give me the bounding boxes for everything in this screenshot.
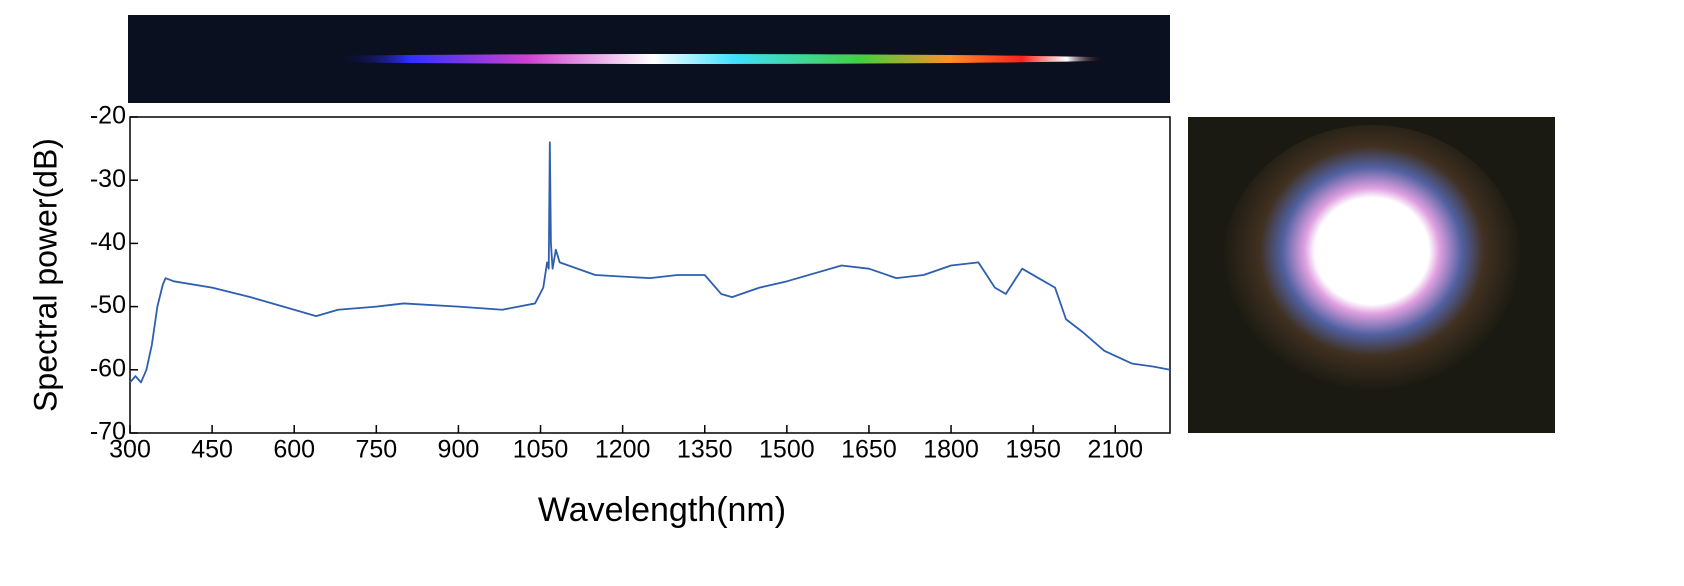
x-tick-label: 300 [109, 436, 151, 464]
spectrum-streak [230, 54, 1130, 64]
x-axis-label: Wavelength(nm) [538, 491, 786, 529]
x-tick-label: 1650 [841, 436, 897, 464]
y-tick-label: -30 [90, 165, 126, 193]
x-tick-label: 1350 [677, 436, 733, 464]
x-tick-label: 600 [273, 436, 315, 464]
x-tick-label: 1200 [595, 436, 651, 464]
data-line [129, 141, 1171, 384]
x-tick-label: 1500 [759, 436, 815, 464]
y-tick-label: -70 [90, 418, 126, 446]
mode-pattern [1222, 125, 1522, 405]
y-axis-label: Spectral power(dB) [27, 138, 63, 412]
y-tick-label: -40 [90, 228, 126, 256]
x-tick-label: 450 [191, 436, 233, 464]
x-tick-label: 2100 [1087, 436, 1143, 464]
x-tick-label: 1950 [1005, 436, 1061, 464]
x-tick-label: 900 [438, 436, 480, 464]
y-tick-label: -20 [90, 102, 126, 130]
y-tick-label: -50 [90, 291, 126, 319]
x-tick-label: 750 [355, 436, 397, 464]
y-tick-label: -60 [90, 354, 126, 382]
plot-frame [129, 116, 1171, 434]
x-tick-label: 1800 [923, 436, 979, 464]
x-tick-label: 1050 [513, 436, 569, 464]
